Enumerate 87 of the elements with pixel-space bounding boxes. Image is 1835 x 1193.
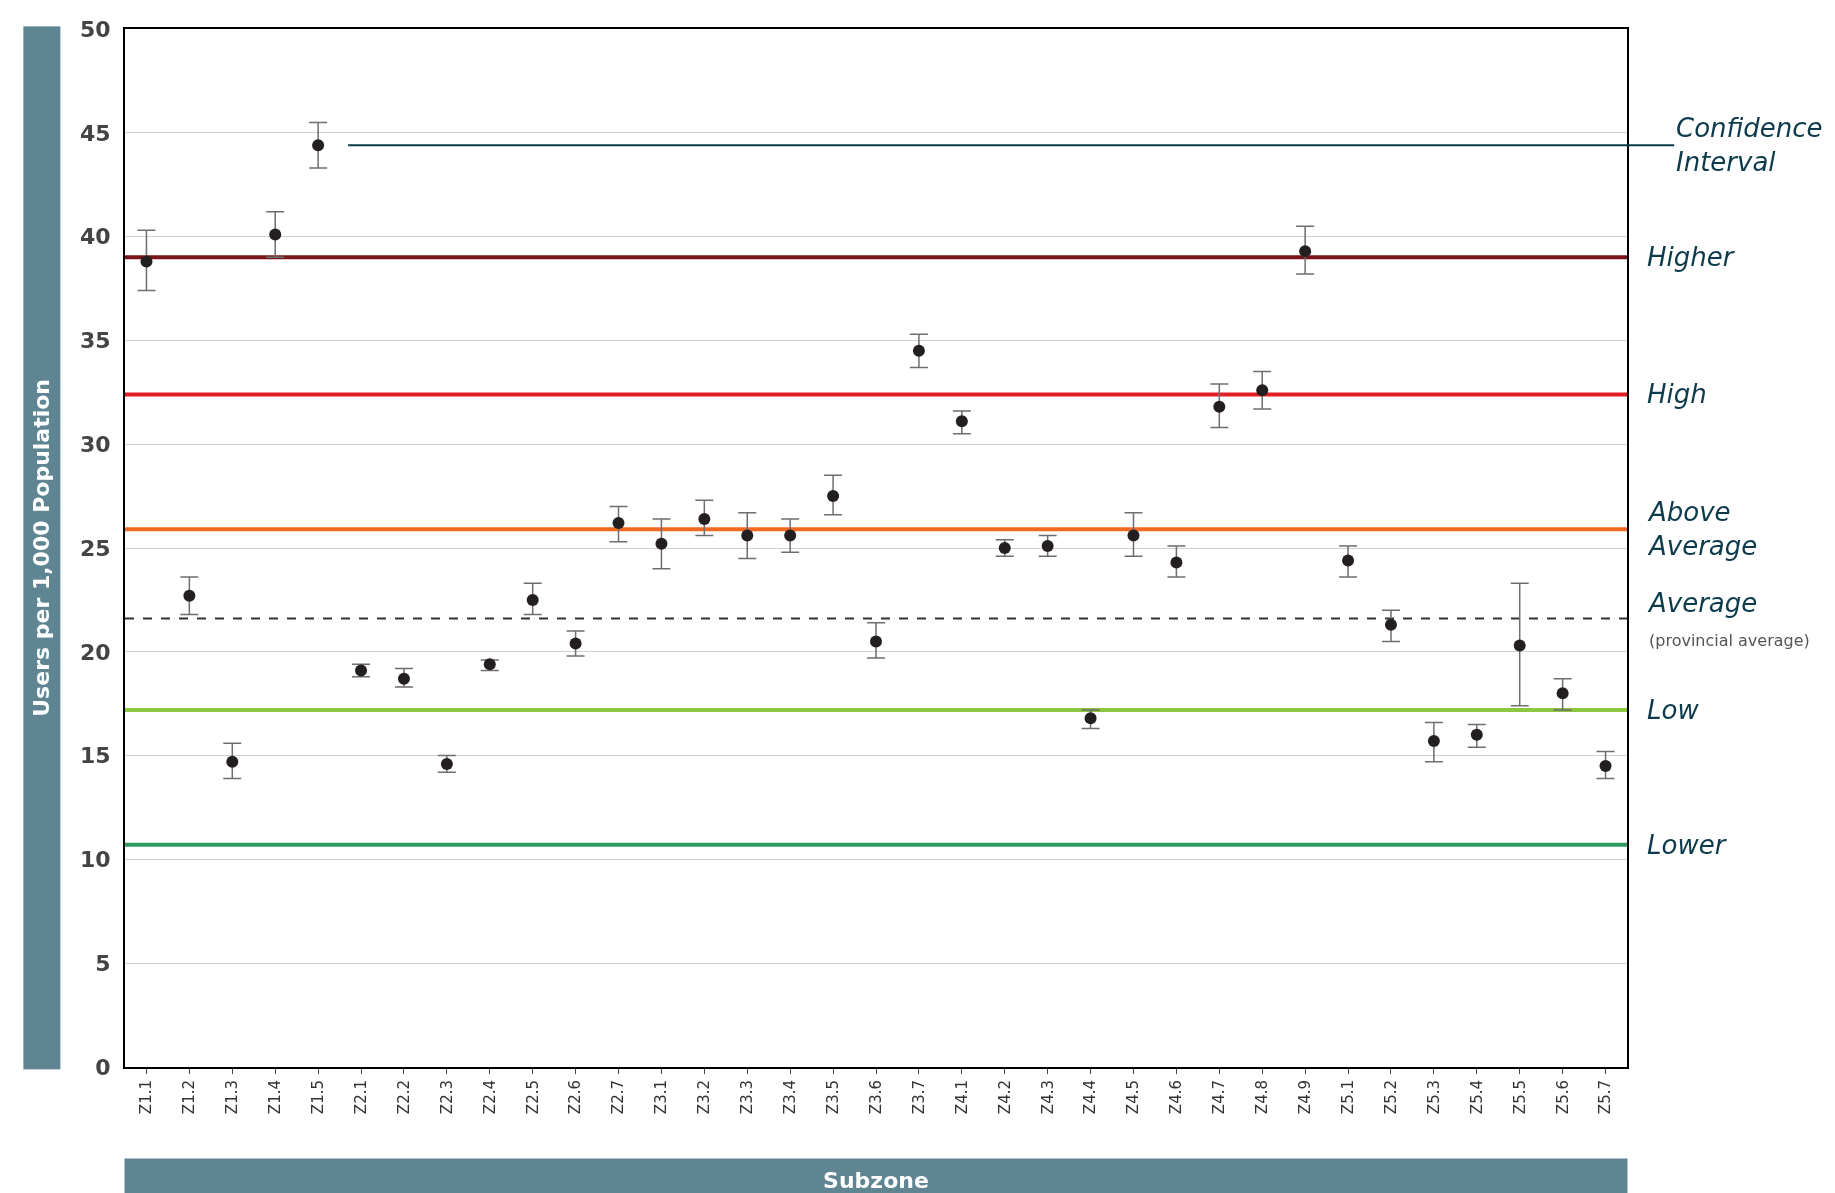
point — [1470, 728, 1483, 741]
point — [269, 228, 282, 241]
ref-line-label: Low — [1647, 695, 1700, 725]
point — [1384, 618, 1397, 631]
x-axis-title: Subzone — [823, 1167, 929, 1193]
x-tick-label: Z3.5 — [823, 1080, 842, 1115]
point — [870, 635, 882, 648]
x-tick-label: Z3.2 — [695, 1080, 714, 1115]
point — [1299, 245, 1312, 258]
x-tick-label: Z4.8 — [1253, 1080, 1272, 1115]
x-tick-label: Z5.5 — [1510, 1080, 1529, 1115]
x-tick-label: Z3.7 — [909, 1080, 928, 1115]
ref-line-label: Above Average — [1647, 497, 1758, 561]
point — [226, 755, 239, 768]
annotation: Confidence Interval — [1676, 113, 1823, 177]
x-tick-label: Z2.3 — [437, 1080, 456, 1115]
x-tick-label: Z1.4 — [266, 1080, 285, 1115]
point — [183, 589, 196, 602]
x-tick-label: Z5.7 — [1596, 1080, 1615, 1115]
point — [741, 529, 754, 542]
x-tick-label: Z1.5 — [308, 1080, 327, 1115]
x-tick-label: Z5.1 — [1338, 1080, 1357, 1115]
y-tick-label: 10 — [79, 847, 111, 873]
point — [397, 672, 410, 685]
x-tick-label: Z4.7 — [1210, 1080, 1229, 1115]
point — [655, 537, 668, 550]
x-tick-label: Z3.4 — [781, 1080, 800, 1115]
x-tick-label: Z1.3 — [223, 1080, 242, 1115]
y-tick-label: 30 — [79, 431, 111, 457]
x-tick-label: Z4.2 — [995, 1080, 1014, 1115]
point — [312, 139, 325, 152]
point — [698, 512, 711, 525]
x-tick-label: Z5.6 — [1553, 1080, 1572, 1115]
x-tick-label: Z2.2 — [394, 1080, 413, 1115]
x-tick-label: Z3.6 — [866, 1080, 885, 1115]
x-tick-label: Z4.1 — [952, 1080, 971, 1115]
x-tick-label: Z5.4 — [1467, 1080, 1486, 1115]
point — [955, 415, 968, 428]
point — [526, 593, 539, 606]
y-tick-label: 20 — [79, 639, 111, 665]
x-tick-label: Z4.6 — [1167, 1080, 1186, 1115]
point — [1213, 400, 1226, 413]
x-tick-label: Z3.3 — [738, 1080, 757, 1115]
y-tick-label: 45 — [79, 120, 111, 146]
point — [1170, 556, 1183, 569]
point — [1256, 384, 1269, 397]
x-tick-label: Z5.2 — [1381, 1080, 1400, 1115]
y-axis-title: Users per 1,000 Population — [29, 378, 55, 717]
ref-line-label: Lower — [1647, 830, 1728, 860]
x-tick-label: Z2.4 — [480, 1080, 499, 1115]
x-tick-label: Z2.6 — [566, 1080, 585, 1115]
point — [1427, 735, 1440, 748]
x-tick-label: Z4.3 — [1038, 1080, 1057, 1115]
y-tick-label: 25 — [79, 535, 111, 561]
point — [1513, 639, 1526, 652]
ref-line-label: Average (provincial average) — [1647, 588, 1810, 650]
x-tick-label: Z1.2 — [180, 1080, 199, 1115]
point — [1084, 712, 1097, 725]
point — [483, 658, 496, 671]
point — [612, 517, 625, 530]
point — [1342, 554, 1355, 567]
point — [569, 637, 582, 650]
y-tick-label: 5 — [95, 950, 111, 976]
y-tick-label: 0 — [95, 1054, 111, 1080]
point — [784, 529, 797, 542]
ref-line-label: Higher — [1647, 242, 1736, 272]
x-tick-label: Z1.1 — [137, 1080, 156, 1115]
point — [912, 344, 925, 357]
y-tick-label: 50 — [79, 16, 111, 42]
x-tick-label: Z3.1 — [652, 1080, 671, 1115]
x-tick-label: Z2.1 — [351, 1080, 370, 1115]
x-tick-label: Z5.3 — [1424, 1080, 1443, 1115]
point — [1599, 759, 1612, 772]
x-tick-label: Z4.5 — [1124, 1080, 1143, 1115]
y-tick-label: 35 — [79, 328, 111, 354]
point — [140, 255, 153, 268]
point — [1041, 539, 1054, 552]
point — [827, 490, 840, 503]
point — [1556, 687, 1569, 700]
x-tick-label: Z4.9 — [1296, 1080, 1315, 1115]
x-tick-label: Z2.7 — [609, 1080, 628, 1115]
y-tick-label: 40 — [79, 224, 111, 250]
y-tick-label: 15 — [79, 743, 111, 769]
x-tick-label: Z4.4 — [1081, 1080, 1100, 1115]
x-tick-label: Z2.5 — [523, 1080, 542, 1115]
ref-line-label: High — [1647, 379, 1707, 409]
point — [1127, 529, 1140, 542]
